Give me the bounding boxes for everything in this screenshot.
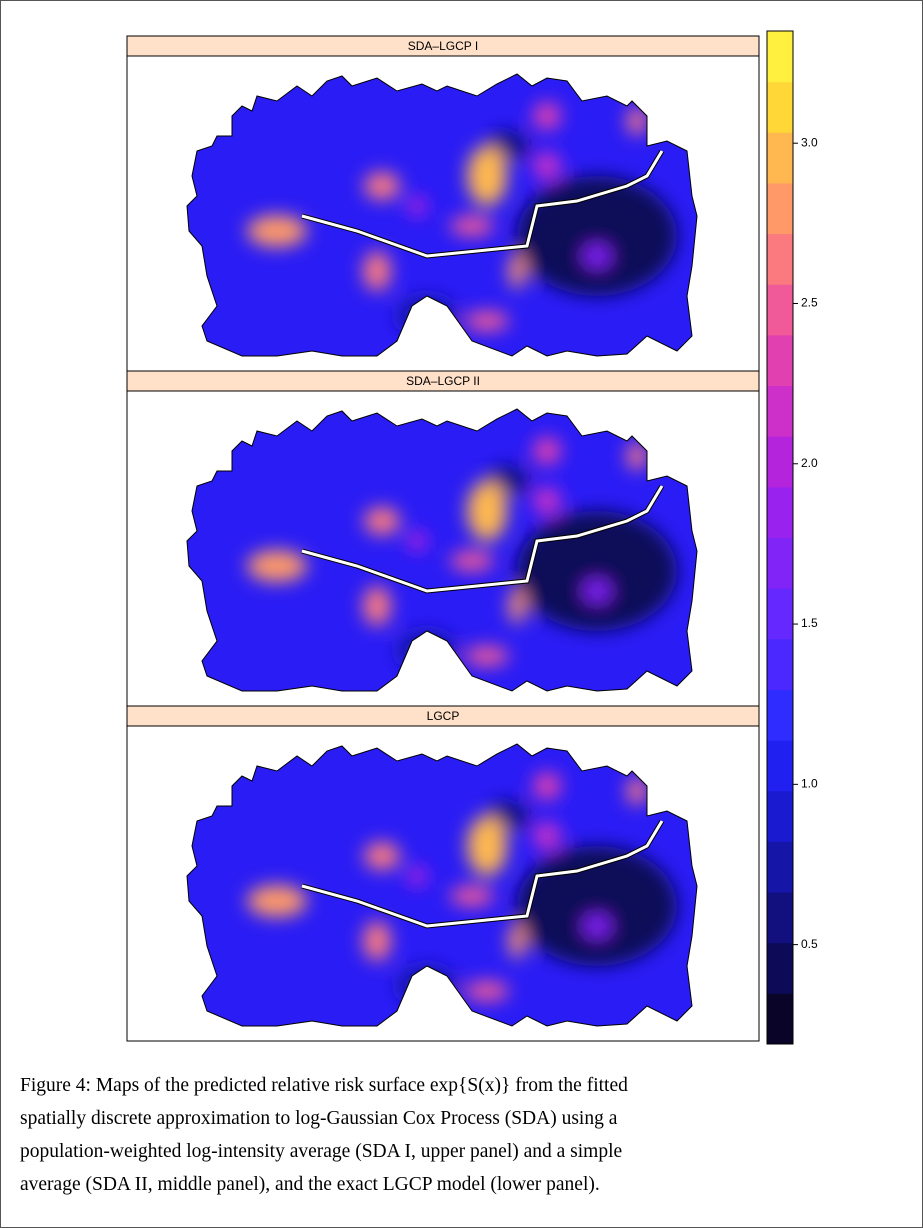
color-band <box>767 943 793 994</box>
color-band <box>767 183 793 234</box>
map <box>127 391 759 706</box>
caption-line: population-weighted log-intensity averag… <box>20 1135 910 1168</box>
color-band <box>767 791 793 842</box>
color-band <box>767 689 793 740</box>
caption-line: Figure 4: Maps of the predicted relative… <box>20 1069 910 1102</box>
colorbar: 0.5 1.0 1.5 2.0 2.5 3.0 <box>767 31 818 1045</box>
color-band <box>767 588 793 639</box>
color-band <box>767 234 793 285</box>
map <box>127 726 759 1041</box>
color-band <box>767 436 793 487</box>
tick-label: 2.5 <box>801 296 818 310</box>
panel-title: SDA–LGCP I <box>408 39 478 53</box>
color-band <box>767 740 793 791</box>
figure: SDA–LGCP I SDA–LGCP II LGCP 0.5 1.0 1.5 2.0 2.… <box>1 1 922 1061</box>
color-band <box>767 841 793 892</box>
color-band <box>767 31 793 82</box>
tick-label: 2.0 <box>801 456 818 470</box>
tick-label: 0.5 <box>801 937 818 951</box>
color-band <box>767 132 793 183</box>
color-band <box>767 639 793 690</box>
caption: Figure 4: Maps of the predicted relative… <box>20 1069 910 1201</box>
tick-label: 1.0 <box>801 777 818 791</box>
color-band <box>767 386 793 437</box>
panels: SDA–LGCP I SDA–LGCP II LGCP <box>127 36 759 1041</box>
caption-line: average (SDA II, middle panel), and the … <box>20 1168 910 1201</box>
color-band <box>767 284 793 335</box>
color-band <box>767 335 793 386</box>
caption-line: spatially discrete approximation to log-… <box>20 1102 910 1135</box>
color-band <box>767 538 793 589</box>
page: SDA–LGCP I SDA–LGCP II LGCP 0.5 1.0 1.5 2.0 2.… <box>0 0 923 1228</box>
color-band <box>767 82 793 133</box>
color-band <box>767 993 793 1044</box>
map <box>127 56 759 371</box>
panel-title: SDA–LGCP II <box>406 374 480 388</box>
color-band <box>767 487 793 538</box>
tick-label: 3.0 <box>801 135 818 149</box>
tick-label: 1.5 <box>801 616 818 630</box>
panel-title: LGCP <box>427 709 460 723</box>
color-band <box>767 892 793 943</box>
